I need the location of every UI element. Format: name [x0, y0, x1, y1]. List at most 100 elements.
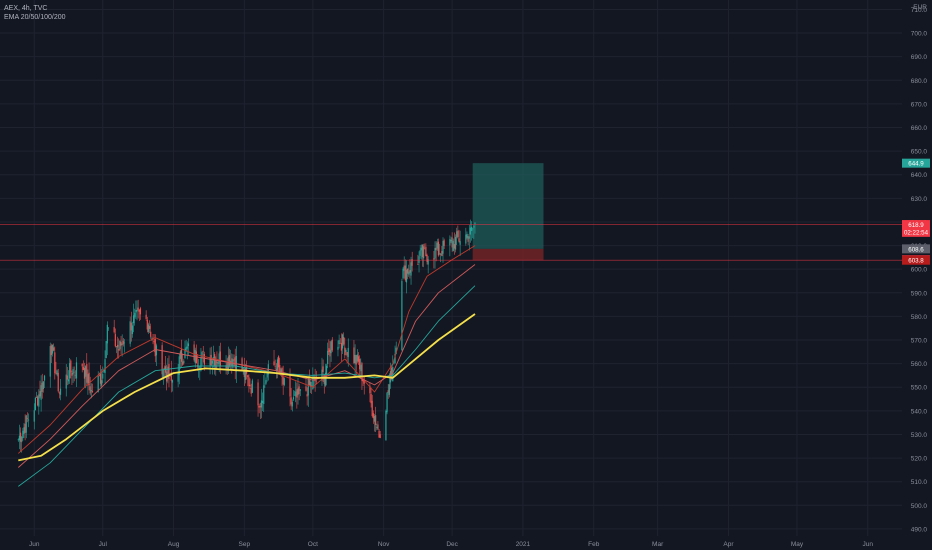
candle-body: [55, 372, 57, 374]
candle-body: [200, 357, 202, 371]
candle-body: [101, 380, 103, 386]
candle-body: [123, 342, 126, 344]
candle-body: [315, 380, 317, 382]
candle-body: [216, 361, 218, 364]
x-tick-label: Aug: [168, 541, 180, 548]
price-label: 603.8: [908, 258, 924, 265]
candle-body: [363, 379, 365, 384]
candle-body: [136, 309, 138, 312]
price-label-box: [902, 227, 930, 237]
y-tick-label: 550.0: [911, 385, 928, 392]
candle-body: [103, 369, 105, 372]
candle-body: [404, 265, 406, 281]
candle-body: [243, 369, 245, 378]
candle-body: [356, 354, 358, 362]
x-tick-label: Jun: [29, 541, 40, 548]
candle-body: [405, 269, 408, 283]
candle-body: [35, 397, 38, 398]
candle-body: [187, 343, 189, 347]
candle-body: [459, 241, 461, 245]
candle-body: [85, 366, 87, 377]
candle-body: [427, 259, 429, 265]
candle-body: [470, 226, 473, 231]
y-tick-label: 600.0: [911, 267, 928, 274]
candle-body: [467, 236, 469, 242]
candle-body: [262, 400, 264, 404]
candle-body: [283, 378, 285, 385]
candle-body: [361, 363, 363, 381]
candle-body: [26, 417, 29, 419]
candle-body: [425, 246, 427, 256]
y-tick-label: 570.0: [911, 338, 928, 345]
candle-body: [473, 226, 475, 228]
candle-body: [19, 432, 22, 442]
candle-body: [41, 382, 43, 392]
candle-body: [69, 363, 71, 379]
candle-body: [98, 375, 100, 377]
candle-body: [153, 341, 155, 343]
symbol-title[interactable]: AEX, 4h, TVC: [4, 5, 48, 12]
candle-body: [184, 348, 186, 359]
candle-body: [394, 353, 396, 364]
x-tick-label: Feb: [588, 541, 600, 548]
candle-body: [131, 325, 134, 334]
price-label: 644.9: [908, 161, 924, 168]
indicator-title[interactable]: EMA 20/50/100/200: [4, 14, 66, 21]
candle-body: [305, 386, 307, 391]
candle-body: [454, 236, 457, 250]
candle-body: [152, 337, 154, 339]
candle-body: [338, 340, 340, 345]
y-tick-label: 640.0: [911, 172, 928, 179]
candle-body: [179, 351, 181, 359]
candle-body: [346, 352, 348, 356]
candle-body: [472, 228, 474, 230]
y-tick-label: 510.0: [911, 479, 928, 486]
candle-body: [424, 248, 426, 250]
candle-body: [266, 372, 268, 378]
candle-body: [225, 365, 227, 369]
candle-body: [360, 364, 362, 372]
candle-body: [38, 394, 40, 407]
candle-body: [339, 343, 341, 344]
candle-body: [147, 324, 150, 332]
candle-body: [113, 327, 115, 333]
y-tick-label: 530.0: [911, 432, 928, 439]
candle-body: [107, 327, 110, 329]
candle-body: [148, 326, 151, 329]
candle-body: [410, 262, 412, 276]
stop-zone: [472, 248, 544, 261]
candle-body: [202, 351, 204, 352]
candle-body: [34, 397, 36, 411]
price-label: 02:22:54: [904, 230, 929, 237]
candle-body: [330, 341, 332, 354]
candle-body: [337, 346, 339, 350]
candle-body: [193, 344, 195, 361]
candle-body: [453, 244, 456, 249]
candle-body: [297, 388, 299, 396]
candle-body: [138, 309, 140, 312]
candle-body: [435, 247, 437, 251]
y-tick-label: 710.0: [911, 7, 928, 14]
candle-body: [33, 410, 35, 422]
ema-20-line: [18, 245, 476, 454]
candle-body: [178, 356, 180, 375]
candle-body: [468, 236, 470, 239]
candle-body: [201, 352, 203, 359]
candle-body: [291, 402, 293, 407]
candle-body: [457, 230, 459, 238]
x-tick-label: Sep: [239, 541, 251, 548]
candle-body: [296, 389, 298, 398]
candle-body: [420, 247, 422, 251]
candle-body: [117, 344, 119, 348]
candle-body: [323, 375, 325, 384]
candle-body: [419, 250, 421, 256]
candle-body: [242, 367, 244, 370]
candle-body: [217, 362, 219, 365]
candle-body: [306, 394, 308, 397]
candle-body: [274, 366, 276, 367]
candle-body: [321, 369, 323, 381]
candle-body: [17, 439, 19, 441]
candle-body: [385, 410, 387, 441]
